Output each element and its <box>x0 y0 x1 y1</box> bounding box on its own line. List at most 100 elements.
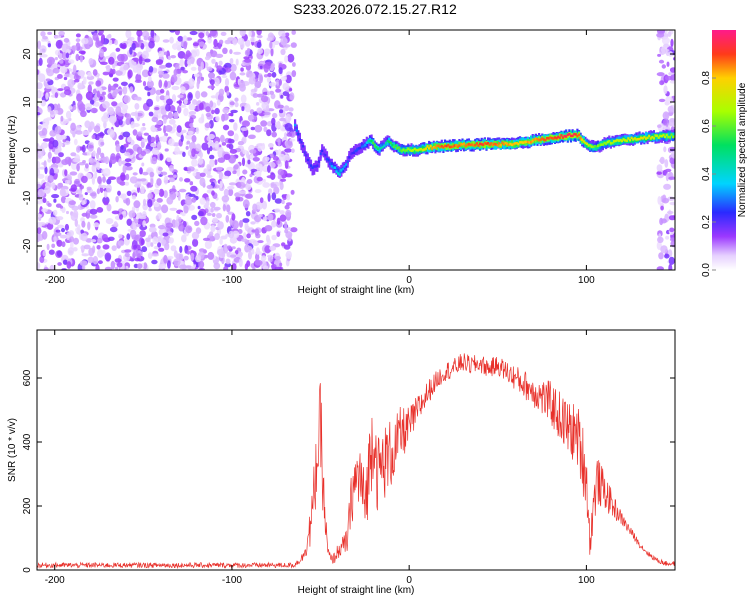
noise-blob <box>661 64 666 69</box>
noise-blob <box>122 210 127 219</box>
noise-blob <box>157 166 163 172</box>
snr-series-line <box>37 353 675 570</box>
noise-blob <box>92 32 99 41</box>
noise-blob <box>74 79 80 83</box>
noise-blob <box>199 151 204 159</box>
noise-blob <box>162 39 170 43</box>
noise-blob <box>263 48 271 55</box>
signal-cell <box>392 145 396 149</box>
noise-blob <box>48 249 55 255</box>
noise-blob <box>239 220 243 228</box>
signal-cell <box>327 158 330 162</box>
noise-blob <box>64 59 70 65</box>
noise-blob <box>669 67 675 73</box>
noise-blob <box>237 141 244 146</box>
noise-blob <box>229 58 234 65</box>
signal-cell <box>317 157 321 163</box>
noise-blob <box>242 218 250 223</box>
noise-blob <box>225 258 231 265</box>
noise-blob <box>227 185 235 190</box>
signal-cell <box>603 141 606 145</box>
signal-cell <box>376 147 380 151</box>
signal-cell <box>399 149 402 152</box>
noise-blob <box>106 203 112 212</box>
noise-blob <box>42 138 51 142</box>
noise-blob <box>59 234 67 239</box>
noise-blob <box>668 72 675 76</box>
signal-cell <box>353 151 356 154</box>
noise-blob <box>57 262 62 266</box>
noise-blob <box>58 31 65 36</box>
noise-blob <box>114 258 122 263</box>
signal-cell <box>504 141 507 145</box>
noise-blob <box>129 229 137 238</box>
noise-blob <box>183 255 189 261</box>
signal-cell <box>435 144 439 147</box>
noise-blob <box>196 80 200 90</box>
signal-cell <box>609 142 612 145</box>
signal-cell <box>321 149 324 153</box>
noise-blob <box>281 199 285 205</box>
noise-blob <box>209 158 215 168</box>
noise-blob <box>183 41 188 50</box>
noise-blob <box>164 148 169 152</box>
noise-blob <box>68 235 74 243</box>
noise-blob <box>215 53 224 59</box>
signal-cell <box>507 143 510 147</box>
noise-blob <box>99 184 108 189</box>
noise-blob <box>254 228 260 236</box>
noise-blob <box>142 220 146 228</box>
noise-blob <box>262 265 269 270</box>
noise-blob <box>279 109 284 114</box>
noise-blob <box>666 61 670 67</box>
noise-blob <box>125 197 131 206</box>
noise-blob <box>195 254 202 263</box>
signal-cell <box>480 143 483 146</box>
noise-blob <box>179 246 183 253</box>
noise-blob <box>192 238 199 247</box>
noise-blob <box>117 190 121 196</box>
signal-cell <box>357 147 360 153</box>
noise-blob <box>44 166 48 175</box>
noise-blob <box>178 99 182 106</box>
noise-blob <box>128 37 132 41</box>
noise-blob <box>41 142 48 149</box>
noise-blob <box>135 43 140 48</box>
noise-blob <box>220 31 227 36</box>
noise-blob <box>279 210 285 215</box>
noise-blob <box>229 254 237 258</box>
noise-blob <box>237 37 245 45</box>
noise-blob <box>59 205 64 209</box>
noise-blob <box>268 82 276 87</box>
noise-blob <box>79 260 88 267</box>
noise-blob <box>144 58 151 63</box>
noise-blob <box>272 112 278 119</box>
signal-cell <box>539 138 542 141</box>
noise-blob <box>247 227 255 235</box>
noise-blob <box>210 95 217 99</box>
noise-blob <box>122 42 127 49</box>
signal-cell <box>606 140 609 144</box>
noise-blob <box>236 181 242 189</box>
noise-blob <box>668 215 675 221</box>
noise-blob <box>288 107 294 112</box>
signal-cell <box>313 166 316 172</box>
signal-cell <box>630 137 633 143</box>
noise-blob <box>240 127 248 131</box>
noise-blob <box>100 36 104 45</box>
signal-cell <box>415 148 418 152</box>
noise-blob <box>209 231 214 237</box>
noise-blob <box>256 107 263 114</box>
noise-blob <box>87 221 91 231</box>
noise-blob <box>75 33 81 38</box>
noise-blob <box>40 31 46 37</box>
noise-blob <box>43 160 47 168</box>
signal-cell <box>670 133 673 136</box>
noise-blob <box>250 221 256 225</box>
noise-blob <box>200 216 208 226</box>
noise-blob <box>210 201 216 209</box>
noise-blob <box>284 123 293 131</box>
noise-blob <box>76 145 81 153</box>
signal-cell <box>544 139 547 142</box>
noise-blob <box>179 59 184 67</box>
